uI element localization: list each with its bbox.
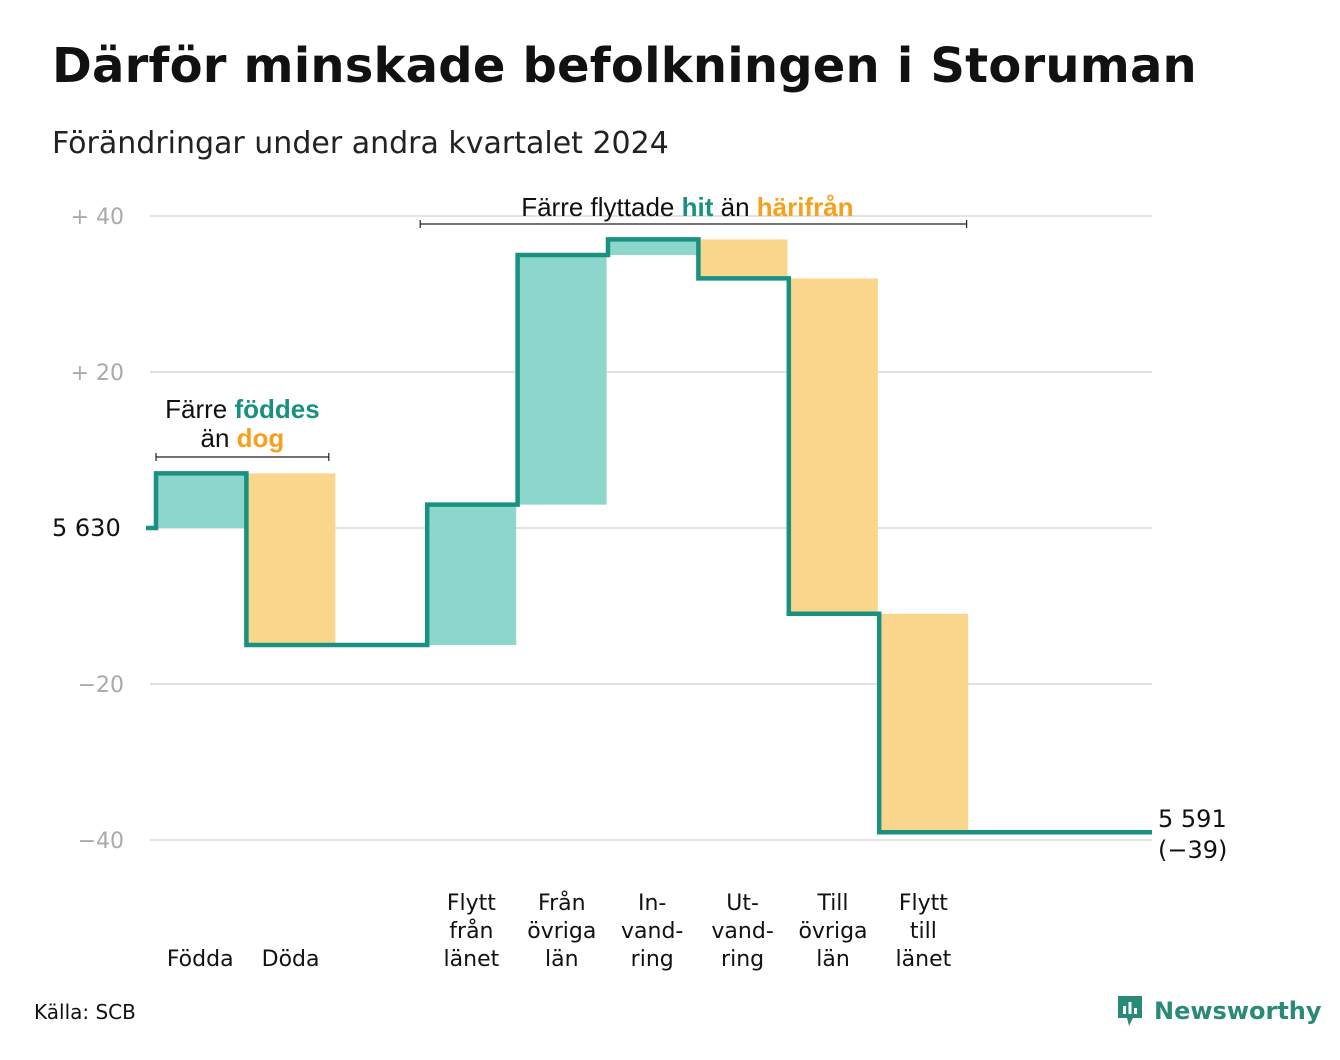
category-label: ring <box>721 947 764 972</box>
inflow-bar <box>157 473 245 528</box>
cumulative-step-line <box>146 237 1152 835</box>
category-label: län <box>545 947 579 972</box>
category-label: länet <box>896 947 952 972</box>
category-label: vand- <box>711 919 773 944</box>
y-tick-label: −20 <box>78 673 124 698</box>
category-label: Ut- <box>726 891 759 916</box>
annotation-births-line2: än dog <box>200 423 284 453</box>
category-label: länet <box>444 947 500 972</box>
newsworthy-logo-icon <box>1118 996 1142 1026</box>
category-label: från <box>449 918 493 944</box>
y-tick-label: + 40 <box>71 205 124 230</box>
end-change-label: (−39) <box>1158 836 1227 864</box>
category-label: län <box>816 947 850 972</box>
inflow-bar <box>428 504 517 645</box>
end-value-label: 5 591 <box>1158 805 1227 833</box>
category-label: Döda <box>262 947 320 972</box>
category-label: övriga <box>527 919 596 944</box>
category-label: Från <box>538 890 586 916</box>
category-label: ring <box>631 947 674 972</box>
annotation-births-line1: Färre föddes <box>165 394 320 424</box>
category-label: till <box>910 919 937 944</box>
chart-subtitle: Förändringar under andra kvartalet 2024 <box>52 126 669 161</box>
outflow-bar <box>789 278 878 614</box>
inflow-bar <box>518 255 607 505</box>
y-tick-label: −40 <box>78 829 124 854</box>
source-note: Källa: SCB <box>34 1000 136 1024</box>
category-label: Flytt <box>447 891 496 916</box>
category-label: Flytt <box>899 891 948 916</box>
start-value-label: 5 630 <box>52 514 121 542</box>
outflow-bar <box>880 613 969 833</box>
brand-logo: Newsworthy <box>1116 994 1322 1028</box>
category-label: Födda <box>167 947 234 972</box>
category-label: Till <box>816 891 848 916</box>
category-label: vand- <box>621 919 683 944</box>
chart-title: Därför minskade befolkningen i Storuman <box>52 38 1197 94</box>
inflow-bar <box>609 239 697 255</box>
category-label: In- <box>638 891 666 916</box>
outflow-bar <box>699 239 788 279</box>
annotation-migration: Färre flyttade hit än härifrån <box>521 192 853 222</box>
outflow-bar <box>247 473 336 645</box>
brand-name: Newsworthy <box>1154 997 1322 1025</box>
y-tick-label: + 20 <box>71 361 124 386</box>
category-label: övriga <box>798 919 867 944</box>
